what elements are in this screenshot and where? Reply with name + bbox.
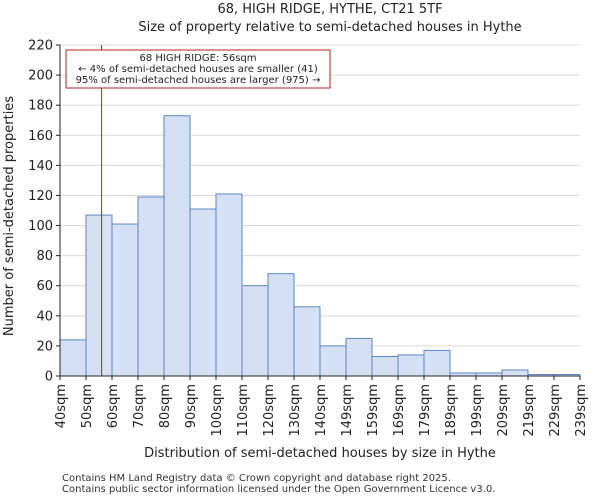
histogram-bar xyxy=(501,369,529,377)
x-tick-label: 209sqm xyxy=(496,384,511,437)
x-tick-label: 219sqm xyxy=(522,384,537,437)
y-tick-label: 100 xyxy=(28,219,53,234)
x-tick-label: 80sqm xyxy=(158,384,173,428)
x-tick-label: 60sqm xyxy=(106,384,121,428)
x-tick-label: 159sqm xyxy=(366,384,381,437)
x-tick-label: 110sqm xyxy=(236,384,251,437)
y-tick-label: 120 xyxy=(28,189,53,204)
histogram-bar xyxy=(59,339,87,377)
y-tick-label: 200 xyxy=(28,69,53,84)
chart-subtitle: Size of property relative to semi-detach… xyxy=(138,20,521,35)
y-tick-label: 220 xyxy=(28,39,53,54)
x-axis-title: Distribution of semi-detached houses by … xyxy=(144,446,496,461)
y-tick-label: 40 xyxy=(36,309,53,324)
y-axis-title: Number of semi-detached properties xyxy=(2,96,17,336)
y-tick-label: 0 xyxy=(45,370,53,385)
x-tick-labels: 40sqm 50sqm 60sqm 70sqm 80sqm 90sqm 100sqm 110s… xyxy=(54,376,589,437)
x-tick-label: 130sqm xyxy=(288,384,303,437)
annotation-box xyxy=(65,49,331,89)
x-tick-label: 169sqm xyxy=(392,384,407,437)
x-tick-label: 100sqm xyxy=(210,384,225,437)
x-tick-label: 239sqm xyxy=(574,384,589,437)
y-tick-label: 20 xyxy=(36,339,53,354)
histogram-bar xyxy=(423,349,451,377)
x-tick-label: 189sqm xyxy=(444,384,459,437)
annotation-line2: ← 4% of semi-detached houses are smaller… xyxy=(78,64,318,75)
x-tick-label: 179sqm xyxy=(418,384,433,437)
histogram-bar xyxy=(397,354,425,377)
bars xyxy=(59,115,581,377)
histogram-bar xyxy=(215,193,243,377)
histogram-bar xyxy=(371,355,399,377)
annotation-line1: 68 HIGH RIDGE: 56sqm xyxy=(139,53,256,64)
histogram-bar xyxy=(345,337,373,377)
histogram-bar xyxy=(319,345,347,377)
x-tick-label: 149sqm xyxy=(340,384,355,437)
x-tick-label: 70sqm xyxy=(132,384,147,428)
histogram-bar xyxy=(241,285,269,377)
x-tick-label: 120sqm xyxy=(262,384,277,437)
chart-title: 68, HIGH RIDGE, HYTHE, CT21 5TF xyxy=(217,2,442,17)
histogram-bar xyxy=(163,115,191,377)
y-tick-label: 60 xyxy=(36,279,53,294)
histogram-bar xyxy=(189,208,217,377)
y-tick-label: 180 xyxy=(28,99,53,114)
x-tick-label: 90sqm xyxy=(184,384,199,428)
property-marker: 68 HIGH RIDGE: 56sqm← 4% of semi-detache… xyxy=(65,45,331,376)
x-tick-label: 50sqm xyxy=(80,384,95,428)
x-tick-label: 199sqm xyxy=(470,384,485,437)
y-tick-labels: 0 20 40 60 80 100 120 140 160 180 200 220 xyxy=(28,39,60,385)
x-tick-label: 140sqm xyxy=(314,384,329,437)
x-tick-label: 229sqm xyxy=(548,384,563,437)
histogram-bar xyxy=(85,214,113,377)
footer-line-1: Contains HM Land Registry data © Crown c… xyxy=(62,473,451,484)
y-tick-label: 160 xyxy=(28,129,53,144)
y-tick-label: 80 xyxy=(36,249,53,264)
annotation-line3: 95% of semi-detached houses are larger (… xyxy=(76,75,321,86)
histogram-bar xyxy=(293,306,321,377)
histogram-bar xyxy=(111,223,139,377)
x-tick-label: 40sqm xyxy=(54,384,69,428)
histogram-bar xyxy=(137,196,165,377)
y-tick-label: 140 xyxy=(28,159,53,174)
footer-line-2: Contains public sector information licen… xyxy=(62,484,496,495)
histogram-bar xyxy=(267,273,295,377)
